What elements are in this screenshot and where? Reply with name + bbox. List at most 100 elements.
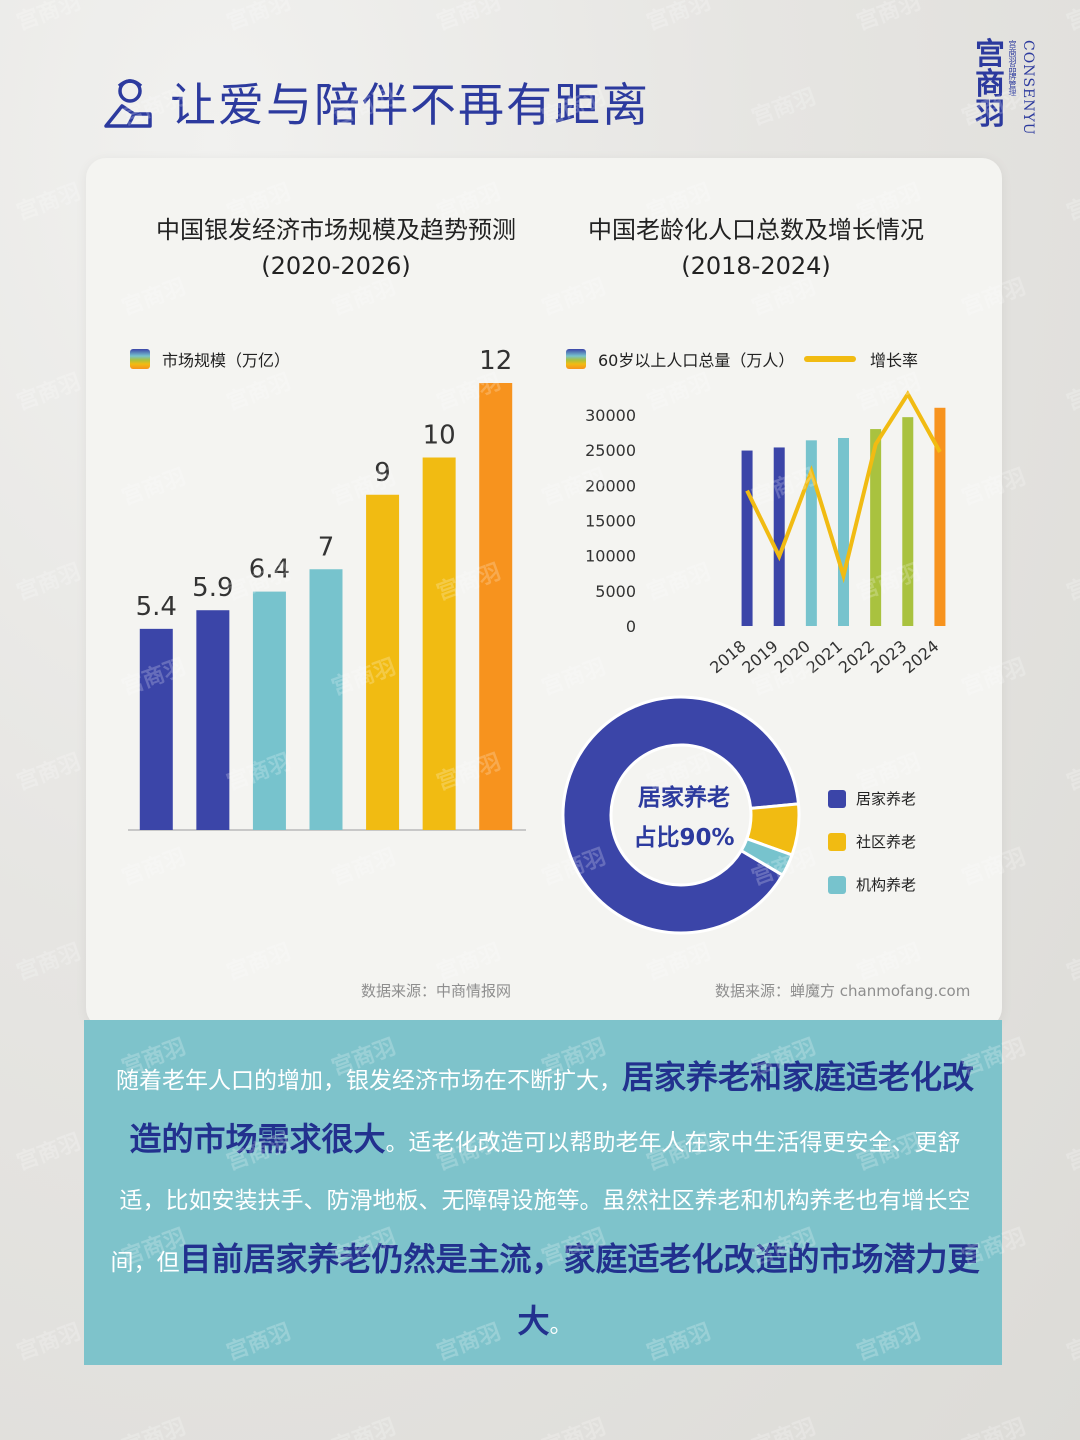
bar-value-label: 6.4 (249, 555, 290, 585)
watermark-text: 宫商羽 (1063, 939, 1080, 986)
x-tick-label: 2023 (867, 637, 910, 678)
watermark-text: 宫商羽 (958, 1414, 1029, 1440)
x-tick-label: 2022 (835, 637, 878, 678)
watermark-text: 宫商羽 (328, 1414, 399, 1440)
watermark-text: 宫商羽 (643, 0, 714, 36)
watermark-text: 宫商羽 (1063, 559, 1080, 606)
summary-text: 随着老年人口的增加，银发经济市场在不断扩大，居家养老和家庭适老化改造的市场需求很… (110, 1048, 980, 1354)
watermark-text: 宫商羽 (1063, 179, 1080, 226)
summary-text-part2: 。适老化改造可以帮助老年人在家中生活得更安全、更舒适，比如安装扶手、防滑地板、无… (110, 1130, 971, 1276)
bar-2024E (366, 494, 400, 830)
bar-value-label: 5.4 (136, 592, 177, 622)
donut-legend-item-community: 社区养老 (828, 831, 916, 852)
watermark-text: 宫商羽 (13, 1319, 84, 1366)
bar-2023 (309, 569, 343, 830)
summary-panel (84, 1020, 1002, 1365)
summary-highlight-1: 居家养老和家庭适老化改造的市场需求很大 (129, 1058, 974, 1158)
right-chart-subtitle: (2018-2024) (681, 252, 831, 280)
market-size-bar-chart: 5.420205.920216.420227202392024E102025E1… (128, 346, 526, 831)
summary-text-part1: 随着老年人口的增加，银发经济市场在不断扩大， (115, 1068, 622, 1094)
donut-legend-label: 社区养老 (856, 833, 917, 851)
donut-center-line1: 居家养老 (638, 785, 730, 811)
bar-2018 (741, 450, 753, 626)
y-tick-label: 10000 (585, 547, 636, 566)
bar-value-label: 7 (318, 532, 335, 562)
watermark-text: 宫商羽 (13, 369, 84, 416)
donut-legend: 居家养老 社区养老 机构养老 (828, 788, 916, 895)
donut-slice-0 (561, 695, 801, 935)
bar-value-label: 5.9 (192, 573, 233, 603)
legend-swatch-community (828, 832, 846, 851)
watermark-text: 宫商羽 (13, 939, 84, 986)
watermark-text: 宫商羽 (1063, 1319, 1080, 1366)
watermark-text: 宫商羽 (538, 1414, 609, 1440)
watermark-text: 宫商羽 (433, 0, 504, 36)
y-tick-label: 0 (626, 617, 636, 636)
y-tick-label: 5000 (595, 582, 636, 601)
charts-card: 中国银发经济市场规模及趋势预测 (2020-2026) 市场规模（万亿） 5.4… (86, 158, 1002, 1028)
donut-legend-label: 机构养老 (856, 876, 917, 894)
watermark-text: 宫商羽 (1063, 749, 1080, 796)
bar-value-label: 9 (374, 458, 391, 488)
bar-2021 (196, 610, 230, 830)
bar-2022 (252, 591, 286, 830)
logo-chinese: 宫商羽 (975, 37, 1005, 132)
watermark-text: 宫商羽 (13, 749, 84, 796)
bar-2025E (422, 457, 456, 830)
summary-text-part3: 。 (549, 1312, 573, 1338)
watermark-text: 宫商羽 (853, 0, 924, 36)
left-chart-subtitle: (2020-2026) (261, 252, 411, 280)
bar-2021 (838, 437, 849, 626)
watermark-text: 宫商羽 (223, 0, 294, 36)
right-chart-title-text: 中国老龄化人口总数及增长情况 (588, 216, 924, 244)
logo-subtitle: 宫商羽品牌管理 (1008, 40, 1017, 96)
page-title: 让爱与陪伴不再有距离 (170, 78, 650, 132)
right-legend-line-label: 增长率 (870, 351, 919, 370)
watermark-text: 宫商羽 (748, 84, 819, 131)
left-chart-legend: 市场规模（万亿） (130, 347, 290, 371)
x-tick-label: 2024 (899, 637, 942, 678)
elderly-care-donut-chart (561, 695, 801, 935)
x-tick-label: 2020 (771, 637, 814, 678)
legend-gradient-swatch (130, 349, 150, 369)
watermark-text: 宫商羽 (13, 179, 84, 226)
right-chart-source: 数据来源：蝉魔方 chanmofang.com (715, 982, 971, 1000)
x-tick-label: 2021 (803, 637, 846, 678)
right-chart-legend-line: 增长率 (804, 347, 918, 371)
watermark-text: 宫商羽 (13, 0, 84, 36)
donut-slice-2 (739, 836, 794, 878)
donut-center-line2: 占比90% (633, 825, 735, 851)
legend-gradient-swatch (566, 349, 586, 369)
bar-2022 (870, 429, 882, 626)
legend-swatch-institution (828, 875, 846, 894)
donut-legend-label: 居家养老 (856, 790, 917, 808)
bar-value-label: 12 (479, 346, 512, 376)
summary-highlight-2: 目前居家养老仍然是主流，家庭适老化改造的市场潜力更大 (179, 1240, 980, 1340)
right-chart-legend-bar: 60岁以上人口总量（万人） (566, 347, 794, 371)
y-tick-label: 15000 (585, 512, 636, 531)
bar-2023 (902, 417, 914, 626)
y-tick-label: 30000 (585, 406, 636, 425)
left-chart-source: 数据来源：中商情报网 (361, 982, 512, 1000)
bar-2026E (479, 383, 513, 830)
left-chart-title: 中国银发经济市场规模及趋势预测 (2020-2026) (126, 212, 546, 284)
x-tick-label: 2019 (738, 637, 781, 678)
right-chart-title: 中国老龄化人口总数及增长情况 (2018-2024) (566, 212, 946, 284)
donut-legend-item-institution: 机构养老 (828, 874, 916, 895)
watermark-text: 宫商羽 (118, 1414, 189, 1440)
legend-swatch-home (828, 789, 846, 808)
y-tick-label: 20000 (585, 476, 636, 495)
bar-2024 (934, 407, 946, 626)
bar-2019 (773, 447, 785, 626)
y-tick-label: 25000 (585, 441, 636, 460)
watermark-text: 宫商羽 (13, 559, 84, 606)
brand-logo: 宫商羽 宫商羽品牌管理 CONSENYU (974, 40, 1036, 136)
watermark-text: 宫商羽 (1063, 369, 1080, 416)
watermark-text: 宫商羽 (1063, 0, 1080, 36)
page-header: 让爱与陪伴不再有距离 (100, 62, 650, 142)
aging-population-combo-chart: 0500010000150002000025000300000.00%1.00%… (585, 390, 946, 678)
left-chart-title-text: 中国银发经济市场规模及趋势预测 (156, 216, 516, 244)
donut-legend-item-home: 居家养老 (828, 788, 916, 809)
x-tick-label: 2018 (706, 637, 749, 678)
donut-center-label: 居家养老 占比90% (624, 778, 744, 858)
